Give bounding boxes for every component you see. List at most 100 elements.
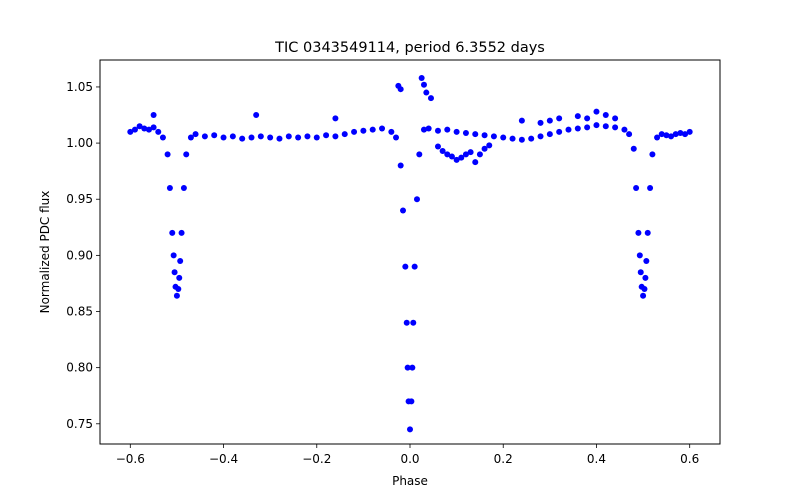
data-point xyxy=(127,128,134,135)
data-point xyxy=(636,252,643,259)
data-point xyxy=(647,185,654,191)
data-point xyxy=(397,86,404,93)
data-point xyxy=(416,151,423,158)
data-point xyxy=(640,292,647,299)
data-point xyxy=(682,131,689,138)
data-point xyxy=(164,151,171,158)
data-point xyxy=(612,115,619,122)
data-point xyxy=(686,128,693,135)
data-point xyxy=(453,128,460,135)
data-point xyxy=(393,134,400,141)
data-point xyxy=(403,319,410,326)
x-tick-label: 0.6 xyxy=(680,452,699,466)
data-point xyxy=(304,133,311,140)
data-point xyxy=(462,129,469,136)
data-point xyxy=(593,122,600,129)
data-point xyxy=(276,135,283,142)
data-point xyxy=(630,145,637,152)
data-point xyxy=(131,126,138,133)
data-point xyxy=(239,135,246,142)
data-point xyxy=(267,134,274,141)
data-point xyxy=(404,364,411,371)
data-point xyxy=(546,117,553,124)
data-point xyxy=(649,151,656,158)
data-point xyxy=(176,274,183,281)
data-point xyxy=(285,133,292,140)
data-point xyxy=(413,196,420,203)
data-point xyxy=(141,125,148,132)
x-tick-label: −0.4 xyxy=(209,452,238,466)
y-tick-label: 1.05 xyxy=(66,80,93,94)
data-point xyxy=(177,257,184,264)
data-point xyxy=(444,126,451,133)
data-point xyxy=(462,151,469,158)
y-tick-label: 0.90 xyxy=(66,248,93,262)
data-point xyxy=(420,81,427,88)
data-point xyxy=(528,135,535,142)
data-point xyxy=(641,286,648,293)
data-point xyxy=(409,364,416,371)
data-point xyxy=(593,108,600,115)
data-point xyxy=(257,133,264,140)
y-tick-label: 0.80 xyxy=(66,361,93,375)
data-point xyxy=(420,126,427,133)
data-point xyxy=(150,124,157,131)
data-point xyxy=(229,133,236,140)
data-point xyxy=(654,134,661,141)
data-point xyxy=(178,229,185,236)
data-point xyxy=(556,115,563,122)
data-point xyxy=(612,124,619,131)
data-point xyxy=(423,89,430,96)
data-point xyxy=(453,156,460,163)
data-point xyxy=(668,133,675,140)
data-point xyxy=(341,131,348,138)
data-point xyxy=(602,123,609,130)
data-point xyxy=(490,133,497,140)
data-point xyxy=(379,125,386,132)
data-point xyxy=(171,269,178,276)
data-point xyxy=(402,263,409,270)
data-point xyxy=(644,229,651,236)
data-point xyxy=(360,127,367,134)
data-point xyxy=(192,131,199,138)
y-tick-label: 0.75 xyxy=(66,417,93,431)
data-point xyxy=(663,132,670,139)
data-point xyxy=(565,126,572,133)
data-point xyxy=(642,274,649,281)
data-point xyxy=(150,112,157,119)
data-point xyxy=(439,147,446,154)
x-axis: −0.6 −0.4 −0.2 0.0 0.2 0.4 0.6 xyxy=(116,444,699,466)
data-point xyxy=(323,132,330,139)
x-tick-label: 0.4 xyxy=(587,452,606,466)
data-point xyxy=(145,126,152,133)
x-tick-label: 0.0 xyxy=(400,452,419,466)
data-point xyxy=(369,126,376,133)
data-point xyxy=(351,128,358,135)
data-point xyxy=(434,127,441,134)
x-tick-label: −0.6 xyxy=(116,452,145,466)
data-point xyxy=(486,142,493,149)
data-point xyxy=(537,119,544,126)
data-point xyxy=(633,185,640,191)
y-tick-label: 1.00 xyxy=(66,136,93,150)
data-point xyxy=(434,143,441,150)
data-point xyxy=(332,115,339,122)
data-point xyxy=(537,133,544,140)
data-point xyxy=(621,126,628,133)
data-point xyxy=(169,229,176,236)
data-points xyxy=(127,74,693,433)
data-point xyxy=(584,115,591,122)
data-point xyxy=(313,134,320,141)
data-point xyxy=(411,263,418,270)
data-point xyxy=(253,112,260,119)
data-point xyxy=(546,131,553,138)
data-point xyxy=(518,136,525,143)
data-point xyxy=(518,117,525,124)
data-point xyxy=(180,185,187,191)
data-point xyxy=(509,135,516,142)
data-point xyxy=(159,134,166,141)
data-point xyxy=(643,257,650,264)
data-point xyxy=(574,125,581,132)
